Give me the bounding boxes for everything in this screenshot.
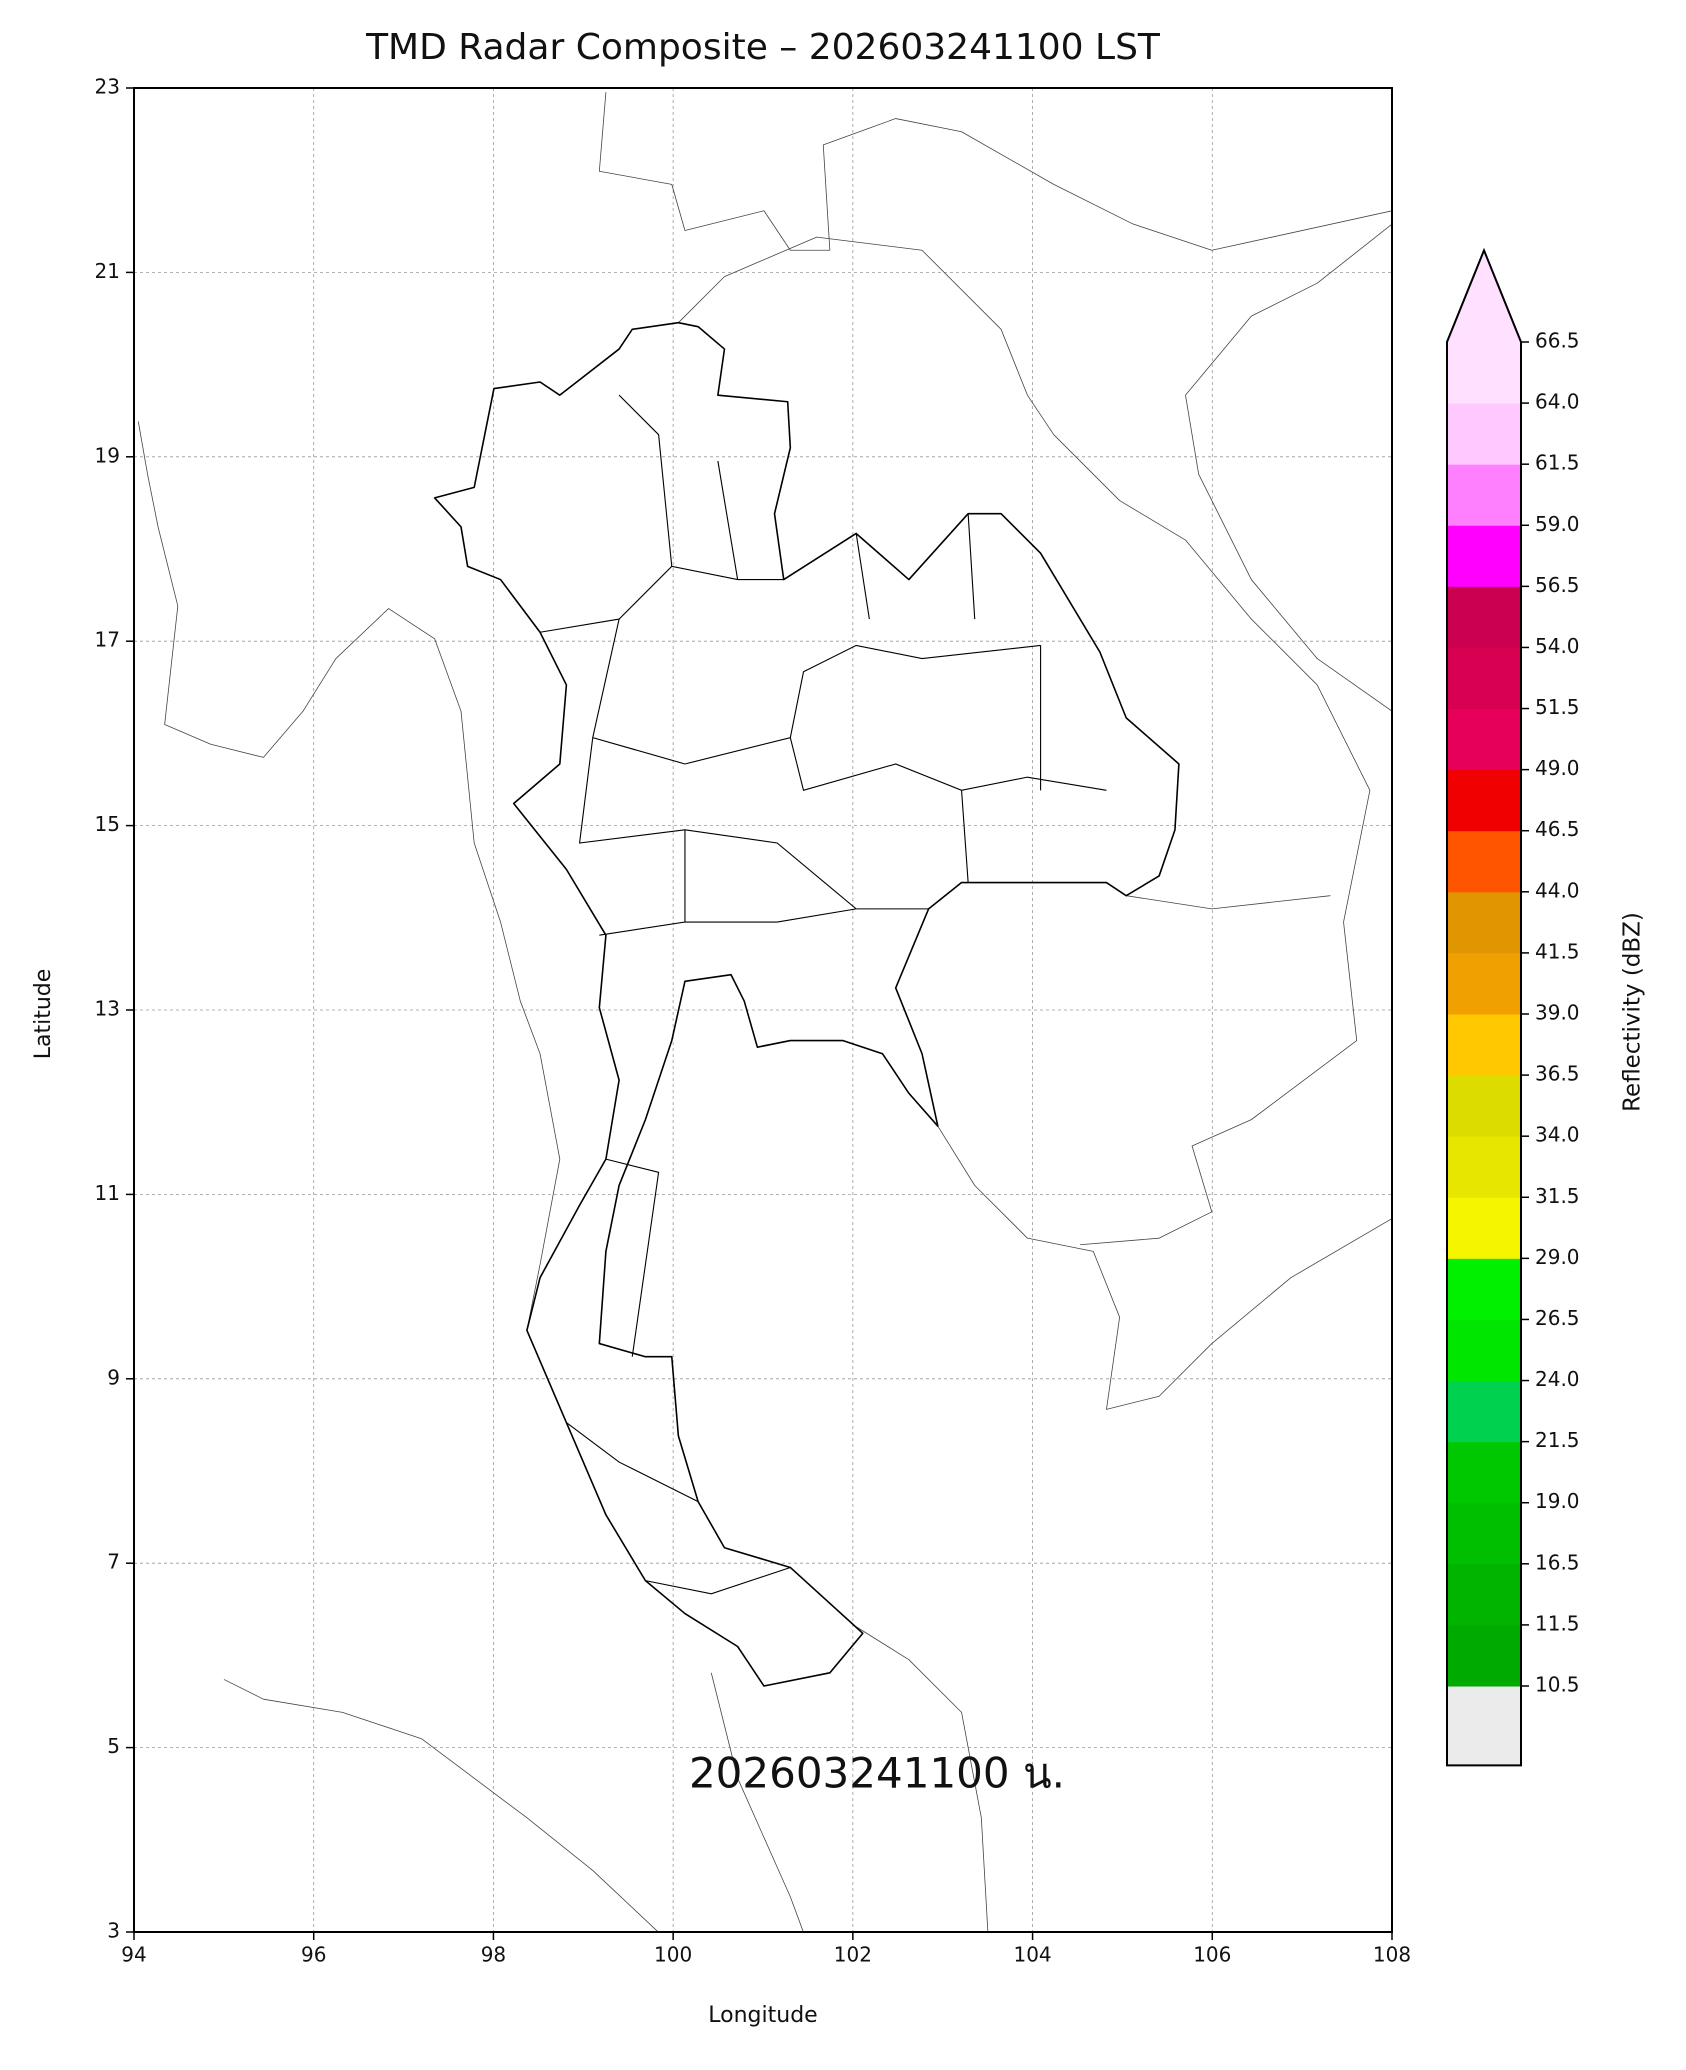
colorbar-segment (1447, 708, 1521, 771)
x-tick-label: 104 (1013, 1943, 1051, 1967)
colorbar-tick-label: 26.5 (1535, 1306, 1580, 1330)
colorbar-tick-label: 49.0 (1535, 756, 1580, 780)
grid (133, 87, 1393, 1933)
coastline (138, 422, 560, 1331)
colorbar-segment (1447, 525, 1521, 587)
colorbar-tick-label: 21.5 (1535, 1428, 1580, 1452)
colorbar-segment (1447, 1380, 1521, 1443)
y-axis-label: Latitude (31, 969, 56, 1060)
colorbar-tick-label: 34.0 (1535, 1123, 1580, 1147)
colorbar-segment (1447, 1441, 1521, 1504)
y-tick-label: 17 (95, 628, 120, 652)
colorbar-tick-label: 19.0 (1535, 1489, 1580, 1513)
colorbar-segment (1447, 1624, 1521, 1687)
colorbar-segment (1447, 464, 1521, 526)
y-tick-label: 15 (95, 812, 120, 836)
x-tick-label: 96 (301, 1943, 326, 1967)
colorbar-segment (1447, 1563, 1521, 1626)
colorbar-tick-label: 16.5 (1535, 1550, 1580, 1574)
colorbar-tick-label: 11.5 (1535, 1611, 1580, 1635)
x-axis-label: Longitude (708, 2003, 817, 2028)
colorbar-tick-label: 66.5 (1535, 329, 1580, 353)
colorbar-tick-label: 44.0 (1535, 878, 1580, 902)
colorbar-frame (1446, 247, 1522, 1767)
colorbar: 10.5 11.5 16.5 19.0 21.5 24.0 26.5 29.0 31.5 34.0… (1446, 247, 1580, 1767)
y-tick-label: 5 (107, 1734, 120, 1758)
y-tick-label: 19 (95, 443, 120, 467)
x-tick-label: 100 (654, 1943, 692, 1967)
colorbar-segment (1447, 1075, 1521, 1137)
colorbar-segment (1447, 1258, 1521, 1320)
colorbar-tick-label: 10.5 (1535, 1673, 1580, 1697)
province-lines (540, 395, 1106, 1594)
colorbar-tick-label: 39.0 (1535, 1001, 1580, 1025)
border (678, 237, 1370, 1245)
colorbar-segment (1447, 1197, 1521, 1259)
y-tick-label: 21 (95, 259, 120, 283)
x-tick-label: 98 (481, 1943, 506, 1967)
x-tick-label: 102 (834, 1943, 872, 1967)
colorbar-tick-label: 46.5 (1535, 817, 1580, 841)
colorbar-segment (1447, 952, 1521, 1015)
colorbar-label: Reflectivity (dBZ) (1620, 912, 1646, 1112)
colorbar-tick-label: 54.0 (1535, 634, 1580, 658)
colorbar-tick-label: 56.5 (1535, 573, 1580, 597)
colorbar-segment (1447, 830, 1521, 893)
border (599, 92, 1392, 250)
colorbar-tick-label: 51.5 (1535, 695, 1580, 719)
x-tick-label: 108 (1373, 1943, 1411, 1967)
colorbar-tick-label: 36.5 (1535, 1062, 1580, 1086)
x-tick-label: 94 (121, 1943, 146, 1967)
x-tick-label: 106 (1193, 1943, 1231, 1967)
colorbar-tick-label: 29.0 (1535, 1245, 1580, 1269)
y-tick-label: 9 (107, 1365, 120, 1389)
colorbar-segment (1447, 1014, 1521, 1076)
basemap (138, 92, 1392, 1932)
border (711, 1673, 803, 1932)
y-tick-label: 3 (107, 1919, 120, 1943)
colorbar-extension (1447, 250, 1521, 342)
coastline (1185, 224, 1392, 711)
coastline (224, 1679, 659, 1932)
colorbar-tick-label: 41.5 (1535, 939, 1580, 963)
colorbar-segment (1447, 647, 1521, 710)
colorbar-segment (1447, 403, 1521, 465)
colorbar-under (1447, 1686, 1521, 1766)
colorbar-segment (1447, 1319, 1521, 1382)
annotation: 202603241100 น. (689, 1749, 1065, 1798)
colorbar-segment (1447, 1502, 1521, 1565)
colorbar-tick-label: 24.0 (1535, 1367, 1580, 1391)
colorbar-segment (1447, 1136, 1521, 1198)
colorbar-tick-label: 64.0 (1535, 390, 1580, 414)
colorbar-tick-label: 61.5 (1535, 451, 1580, 475)
colorbar-segment (1447, 769, 1521, 832)
colorbar-tick-label: 59.0 (1535, 512, 1580, 536)
border (1126, 896, 1330, 909)
colorbar-segment (1447, 891, 1521, 954)
country-outline (435, 323, 1179, 1686)
y-tick-label: 11 (95, 1181, 120, 1205)
colorbar-segment (1447, 586, 1521, 648)
y-tick-label: 7 (107, 1550, 120, 1574)
colorbar-segment (1447, 342, 1521, 404)
y-tick-label: 13 (95, 997, 120, 1021)
colorbar-tick-label: 31.5 (1535, 1184, 1580, 1208)
axes: 94 96 98 100 102 104 106 108 3 5 7 9 11 13 15 17 19 21 23 (95, 75, 1412, 1967)
coastline (938, 1126, 1392, 1409)
y-tick-label: 23 (95, 75, 120, 99)
map-title: TMD Radar Composite – 202603241100 LST (365, 27, 1161, 68)
axes-frame (133, 87, 1393, 1933)
